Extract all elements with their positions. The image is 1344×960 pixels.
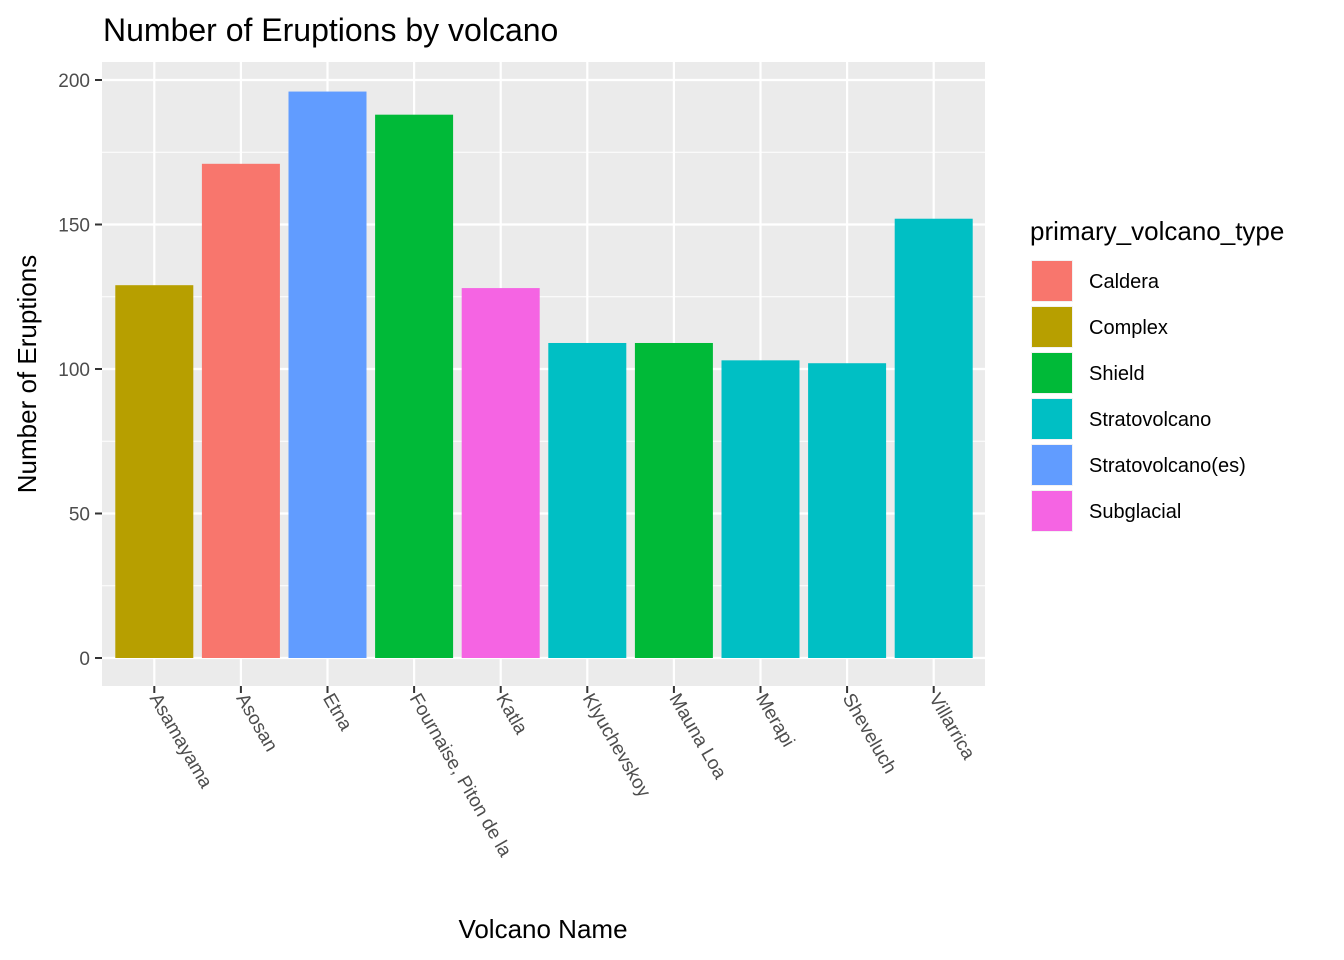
x-tick-label: Asamayama bbox=[145, 690, 216, 792]
legend-items: Caldera Complex Shield Stratovolcano Stratov… bbox=[1031, 260, 1246, 532]
legend-swatch bbox=[1032, 491, 1072, 531]
bar-villarrica bbox=[894, 218, 973, 658]
x-axis-title: Volcano Name bbox=[458, 914, 627, 944]
x-axis: Asamayama Asosan Etna Fournaise, Piton de l… bbox=[145, 686, 979, 861]
x-tick-label: Mauna Loa bbox=[665, 690, 731, 783]
legend-label: Subglacial bbox=[1089, 501, 1181, 523]
y-axis-title: Number of Eruptions bbox=[12, 255, 42, 493]
bar-asosan bbox=[201, 163, 280, 658]
x-tick-label: Merapi bbox=[751, 690, 798, 751]
x-tick-label: Asosan bbox=[232, 690, 282, 755]
legend-title: primary_volcano_type bbox=[1030, 216, 1284, 246]
x-tick-label: Villarrica bbox=[924, 690, 979, 764]
bars-group bbox=[115, 91, 973, 659]
bar-klyuchevskoy bbox=[548, 342, 627, 658]
legend: primary_volcano_type Caldera Complex Shiel… bbox=[1030, 216, 1284, 532]
bar-sheveluch bbox=[808, 363, 887, 658]
bar-merapi bbox=[721, 360, 800, 658]
legend-swatch bbox=[1032, 261, 1072, 301]
y-tick-label: 200 bbox=[58, 71, 90, 92]
y-tick-label: 100 bbox=[58, 360, 90, 381]
bar-etna bbox=[288, 91, 367, 658]
chart-title: Number of Eruptions by volcano bbox=[103, 12, 558, 48]
x-tick-label: Fournaise, Piton de la bbox=[405, 690, 516, 861]
x-tick-label: Katla bbox=[491, 690, 531, 738]
y-axis: 0 50 100 150 200 bbox=[58, 71, 102, 670]
bar-fournaise-piton-de-la bbox=[375, 114, 454, 659]
x-tick-label: Klyuchevskoy bbox=[578, 690, 655, 802]
y-tick-label: 50 bbox=[69, 505, 90, 526]
legend-label: Complex bbox=[1089, 317, 1168, 339]
legend-swatch bbox=[1032, 353, 1072, 393]
y-tick-label: 0 bbox=[79, 649, 90, 670]
bar-katla bbox=[461, 288, 540, 658]
legend-label: Caldera bbox=[1089, 271, 1160, 293]
legend-label: Shield bbox=[1089, 363, 1145, 385]
y-tick-label: 150 bbox=[58, 216, 90, 237]
legend-swatch bbox=[1032, 445, 1072, 485]
x-tick-label: Sheveluch bbox=[838, 690, 901, 777]
legend-swatch bbox=[1032, 399, 1072, 439]
bar-mauna-loa bbox=[634, 342, 713, 658]
legend-label: Stratovolcano(es) bbox=[1089, 455, 1246, 477]
bar-asamayama bbox=[115, 285, 194, 658]
legend-swatch bbox=[1032, 307, 1072, 347]
legend-label: Stratovolcano bbox=[1089, 409, 1211, 431]
x-tick-label: Etna bbox=[318, 690, 356, 735]
